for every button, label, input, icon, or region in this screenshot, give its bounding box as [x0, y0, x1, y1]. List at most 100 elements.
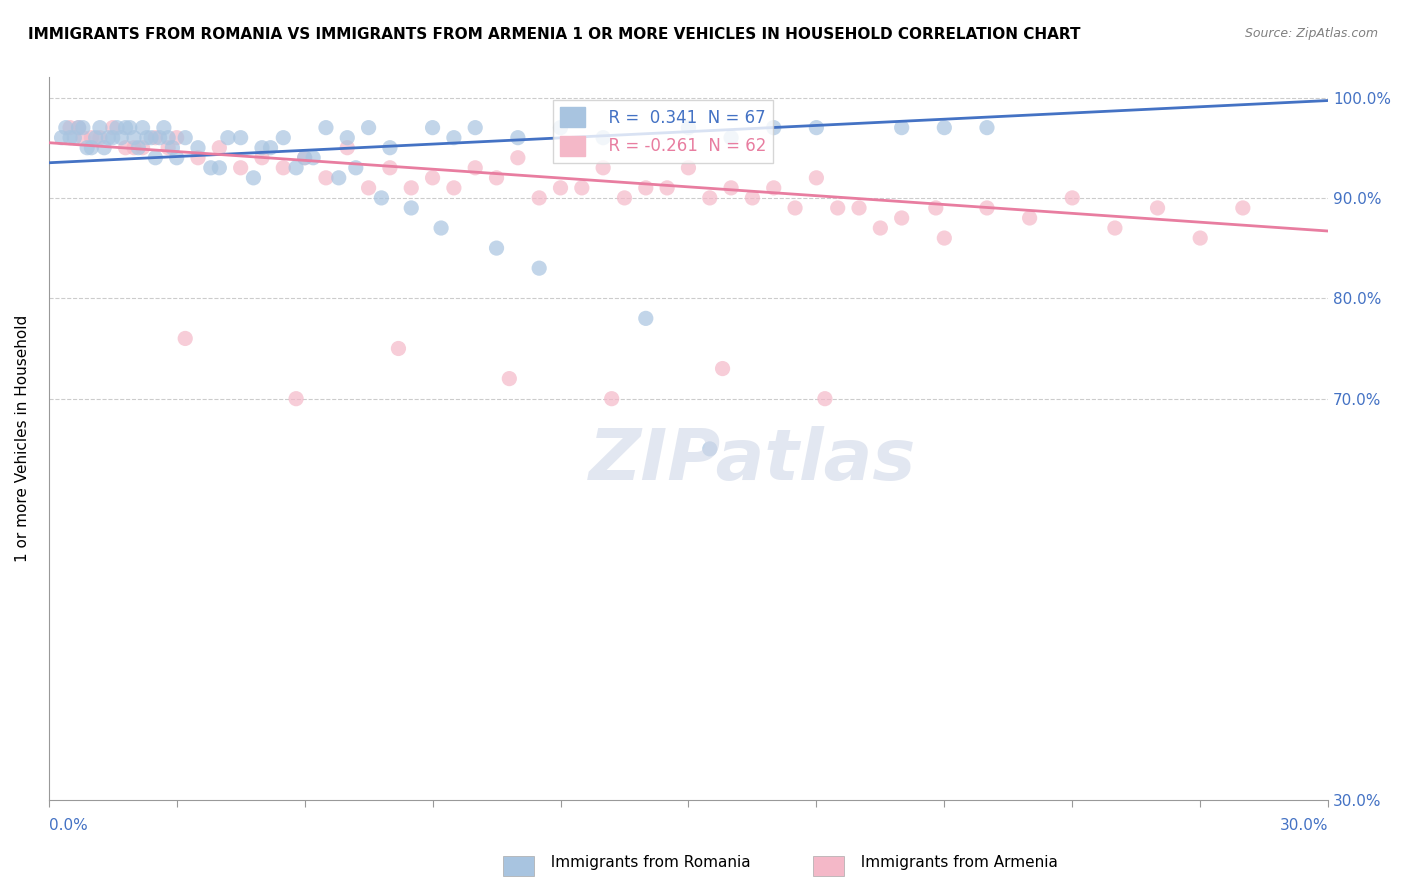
Point: [187, 151, 209, 165]
Text: 0.0%: 0.0%: [49, 818, 87, 833]
Point: [67, 120, 90, 135]
Point: [328, 170, 350, 185]
Point: [527, 191, 550, 205]
Point: [315, 120, 337, 135]
Point: [443, 130, 465, 145]
Point: [485, 170, 508, 185]
Point: [80, 141, 103, 155]
Point: [1104, 221, 1126, 235]
Point: [114, 141, 136, 155]
Point: [271, 130, 294, 145]
Point: [200, 161, 222, 175]
Point: [139, 130, 162, 145]
Point: [464, 161, 486, 175]
Point: [294, 151, 316, 165]
Point: [162, 141, 184, 155]
Text: 30.0%: 30.0%: [1279, 818, 1329, 833]
Point: [208, 141, 231, 155]
Y-axis label: 1 or more Vehicles in Household: 1 or more Vehicles in Household: [15, 315, 30, 563]
Point: [122, 141, 145, 155]
Point: [678, 161, 700, 175]
Point: [122, 130, 145, 145]
Point: [464, 120, 486, 135]
Point: [157, 130, 180, 145]
Point: [387, 342, 409, 356]
Point: [63, 130, 86, 145]
Point: [59, 130, 82, 145]
Point: [720, 181, 742, 195]
Point: [422, 120, 444, 135]
Point: [869, 221, 891, 235]
Point: [315, 170, 337, 185]
Point: [110, 130, 132, 145]
Point: [699, 191, 721, 205]
Point: [250, 141, 273, 155]
Point: [51, 130, 73, 145]
Point: [101, 120, 124, 135]
Point: [174, 130, 197, 145]
Point: [357, 181, 380, 195]
Legend:   R =  0.341  N = 67,   R = -0.261  N = 62: R = 0.341 N = 67, R = -0.261 N = 62: [553, 100, 773, 162]
Point: [848, 201, 870, 215]
Point: [370, 191, 392, 205]
Point: [174, 331, 197, 345]
Point: [80, 130, 103, 145]
Point: [285, 161, 308, 175]
Point: [600, 392, 623, 406]
Point: [1018, 211, 1040, 225]
Point: [592, 130, 614, 145]
Point: [741, 191, 763, 205]
Point: [114, 120, 136, 135]
Point: [208, 161, 231, 175]
Point: [506, 151, 529, 165]
Point: [250, 151, 273, 165]
Text: IMMIGRANTS FROM ROMANIA VS IMMIGRANTS FROM ARMENIA 1 OR MORE VEHICLES IN HOUSEHO: IMMIGRANTS FROM ROMANIA VS IMMIGRANTS FR…: [28, 27, 1081, 42]
Point: [166, 151, 188, 165]
Point: [127, 141, 149, 155]
Point: [55, 120, 77, 135]
Point: [271, 161, 294, 175]
Point: [827, 201, 849, 215]
Point: [634, 181, 657, 195]
Point: [229, 130, 252, 145]
Text: Source: ZipAtlas.com: Source: ZipAtlas.com: [1244, 27, 1378, 40]
Point: [166, 130, 188, 145]
Point: [229, 161, 252, 175]
Point: [72, 130, 94, 145]
Point: [976, 201, 998, 215]
Point: [550, 181, 572, 195]
Point: [59, 120, 82, 135]
Point: [934, 120, 956, 135]
Point: [105, 120, 128, 135]
Point: [285, 392, 308, 406]
Point: [399, 201, 422, 215]
Point: [357, 120, 380, 135]
Point: [976, 120, 998, 135]
Point: [1189, 231, 1212, 245]
Point: [699, 442, 721, 456]
Point: [399, 181, 422, 195]
Point: [485, 241, 508, 255]
Point: [571, 181, 593, 195]
Point: [443, 181, 465, 195]
Point: [634, 311, 657, 326]
Point: [84, 130, 107, 145]
Point: [302, 151, 325, 165]
Point: [527, 261, 550, 276]
Point: [550, 120, 572, 135]
Text: ZIPatlas: ZIPatlas: [589, 426, 917, 495]
Point: [72, 120, 94, 135]
Point: [149, 130, 172, 145]
Point: [762, 181, 785, 195]
Point: [131, 141, 153, 155]
Text: Immigrants from Armenia: Immigrants from Armenia: [851, 855, 1057, 870]
Point: [294, 151, 316, 165]
Point: [806, 120, 828, 135]
Point: [678, 120, 700, 135]
Point: [655, 181, 678, 195]
Point: [378, 141, 401, 155]
Point: [67, 120, 90, 135]
Point: [76, 141, 98, 155]
Point: [135, 130, 157, 145]
Point: [259, 141, 281, 155]
